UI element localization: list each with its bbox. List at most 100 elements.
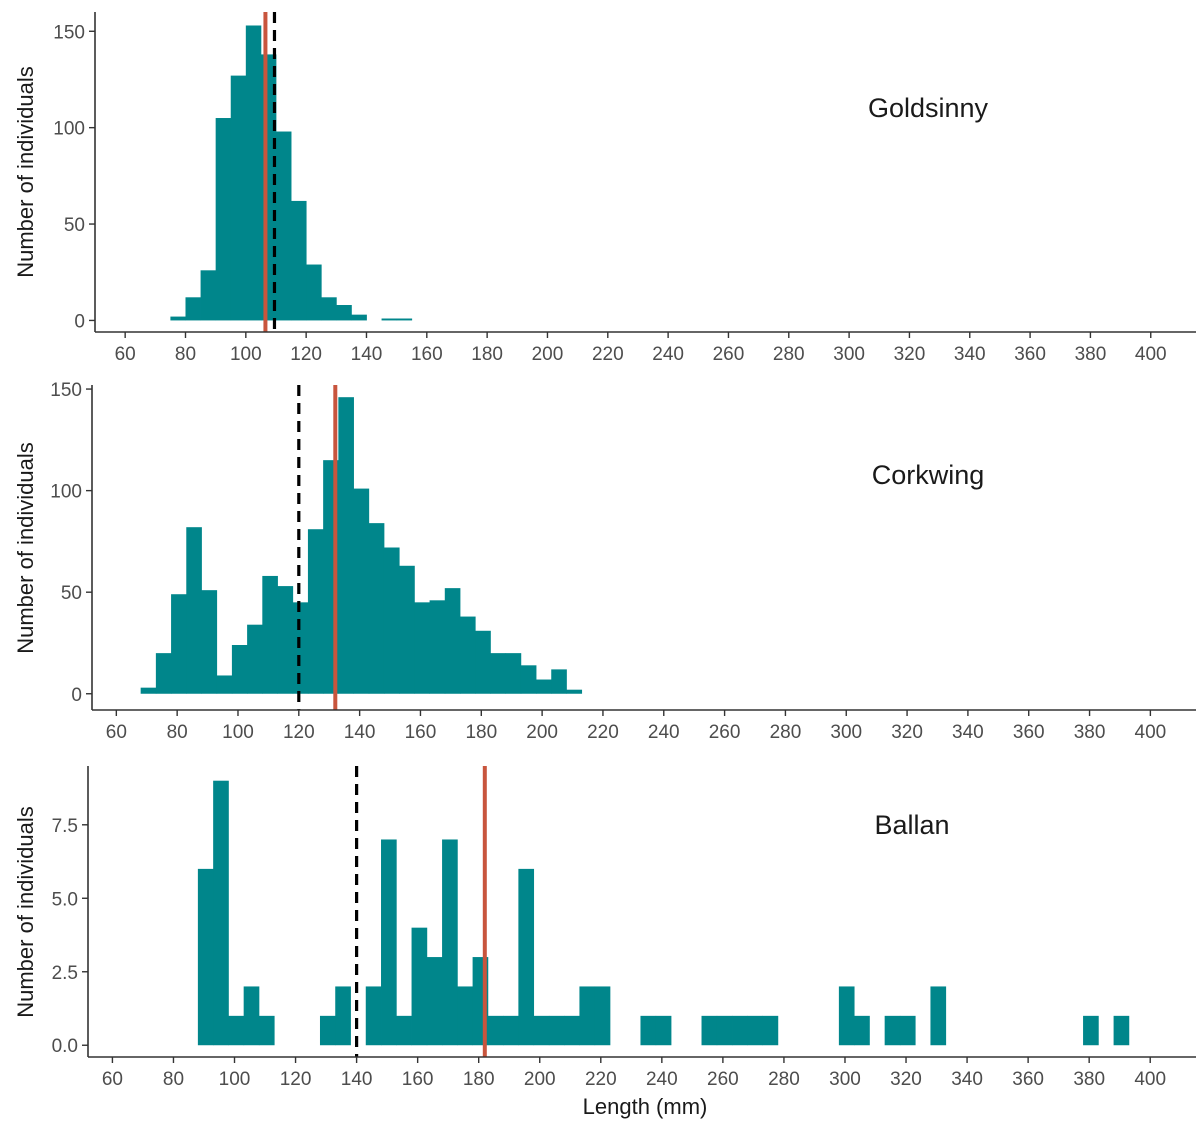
- y-axis-title: Number of individuals: [13, 442, 38, 654]
- x-tick-label: 100: [219, 1069, 251, 1090]
- bar-128-133: [319, 1015, 336, 1046]
- panel-corkwing: 60 80 100 120 140 160 180 200 220 240 260 280 300 320…: [13, 380, 1196, 743]
- x-tick-label: 360: [1013, 722, 1045, 743]
- bar-153-158: [399, 565, 415, 694]
- bar-148-153: [381, 839, 397, 1046]
- y-tick-label: 100: [50, 482, 82, 503]
- x-tick-label: 120: [290, 344, 322, 365]
- y-tick-label: 0.0: [52, 1036, 78, 1057]
- bar-173-178: [457, 986, 473, 1046]
- x-tick-label: 260: [707, 1069, 739, 1090]
- bar-193-198: [520, 665, 537, 694]
- panel-goldsinny: 60 80 100 120 140 160 180 200 220 240 260 280 300 320…: [13, 12, 1196, 365]
- y-tick-label: 150: [53, 22, 85, 43]
- bar-75-80: [170, 316, 186, 321]
- x-tick-label: 60: [102, 1069, 123, 1090]
- bar-73-78: [155, 653, 172, 694]
- bar-145-150: [381, 318, 398, 321]
- x-tick-label: 160: [411, 344, 443, 365]
- bar-198-203: [536, 679, 552, 694]
- bar-303-308: [854, 1015, 870, 1046]
- x-tick-label: 120: [280, 1069, 312, 1090]
- bar-88-93: [197, 868, 214, 1046]
- x-tick-label: 120: [283, 722, 315, 743]
- histogram-bars: [197, 780, 1130, 1046]
- bar-115-120: [291, 200, 307, 321]
- x-tick-label: 100: [230, 344, 262, 365]
- bar-158-163: [414, 602, 430, 694]
- bar-173-178: [460, 616, 476, 694]
- bar-138-143: [353, 488, 370, 694]
- bar-123-128: [307, 529, 324, 694]
- bar-378-383: [1083, 1015, 1099, 1046]
- x-tick-label: 320: [890, 1069, 922, 1090]
- x-tick-label: 300: [833, 344, 865, 365]
- y-axis-title: Number of individuals: [13, 66, 38, 278]
- x-tick-label: 80: [167, 722, 188, 743]
- x-tick-label: 340: [952, 722, 984, 743]
- bar-153-158: [396, 1015, 412, 1046]
- x-tick-label: 80: [175, 344, 196, 365]
- bar-108-113: [262, 575, 278, 694]
- bar-298-303: [838, 986, 855, 1046]
- bar-198-203: [533, 1015, 550, 1046]
- x-tick-label: 340: [954, 344, 986, 365]
- bar-273-278: [762, 1015, 779, 1046]
- bar-203-208: [551, 669, 567, 694]
- x-tick-label: 380: [1074, 722, 1106, 743]
- x-tick-label: 200: [526, 722, 558, 743]
- x-tick-label: 180: [465, 722, 497, 743]
- bar-268-273: [747, 1015, 763, 1046]
- bar-133-138: [338, 397, 354, 694]
- bar-238-243: [655, 1015, 672, 1046]
- x-tick-label: 280: [773, 344, 805, 365]
- bar-88-93: [201, 590, 218, 694]
- bar-130-135: [336, 305, 352, 321]
- x-tick-label: 220: [585, 1069, 617, 1090]
- species-label: Goldsinny: [868, 93, 989, 123]
- bar-120-125: [306, 264, 322, 321]
- species-label: Corkwing: [872, 460, 985, 490]
- x-axis-title: Length (mm): [583, 1094, 708, 1119]
- bar-233-238: [640, 1015, 657, 1046]
- x-tick-label: 100: [222, 722, 254, 743]
- bar-148-153: [383, 547, 400, 694]
- bar-188-193: [505, 653, 522, 694]
- bar-168-173: [444, 588, 461, 694]
- bar-93-98: [213, 780, 229, 1046]
- x-tick-label: 60: [106, 722, 127, 743]
- bar-183-188: [490, 653, 507, 694]
- y-tick-label: 5.0: [52, 889, 78, 910]
- x-tick-label: 220: [587, 722, 619, 743]
- bar-135-140: [351, 314, 367, 321]
- x-tick-label: 140: [351, 344, 383, 365]
- x-tick-label: 340: [951, 1069, 983, 1090]
- x-tick-label: 380: [1075, 344, 1107, 365]
- bar-328-333: [930, 986, 947, 1046]
- x-tick-label: 80: [163, 1069, 184, 1090]
- bar-110-115: [275, 131, 292, 321]
- x-tick-label: 240: [648, 722, 680, 743]
- x-tick-label: 280: [770, 722, 802, 743]
- bar-118-123: [292, 602, 309, 694]
- x-tick-label: 160: [402, 1069, 434, 1090]
- bar-133-138: [335, 986, 351, 1046]
- y-tick-label: 50: [61, 583, 82, 604]
- y-tick-label: 0: [71, 685, 82, 706]
- x-tick-label: 300: [830, 722, 862, 743]
- bar-163-168: [426, 957, 443, 1046]
- y-tick-label: 7.5: [52, 816, 78, 837]
- bar-103-108: [243, 986, 260, 1046]
- bar-98-103: [231, 645, 248, 694]
- y-tick-label: 2.5: [52, 963, 78, 984]
- bar-78-83: [171, 594, 187, 694]
- bar-80-85: [185, 297, 201, 321]
- bar-125-130: [321, 297, 337, 321]
- bar-193-198: [518, 868, 535, 1046]
- x-tick-label: 360: [1014, 344, 1046, 365]
- bar-218-223: [594, 986, 611, 1046]
- x-tick-label: 260: [709, 722, 741, 743]
- y-tick-label: 100: [53, 119, 85, 140]
- x-tick-label: 400: [1135, 344, 1167, 365]
- bar-208-213: [566, 689, 583, 694]
